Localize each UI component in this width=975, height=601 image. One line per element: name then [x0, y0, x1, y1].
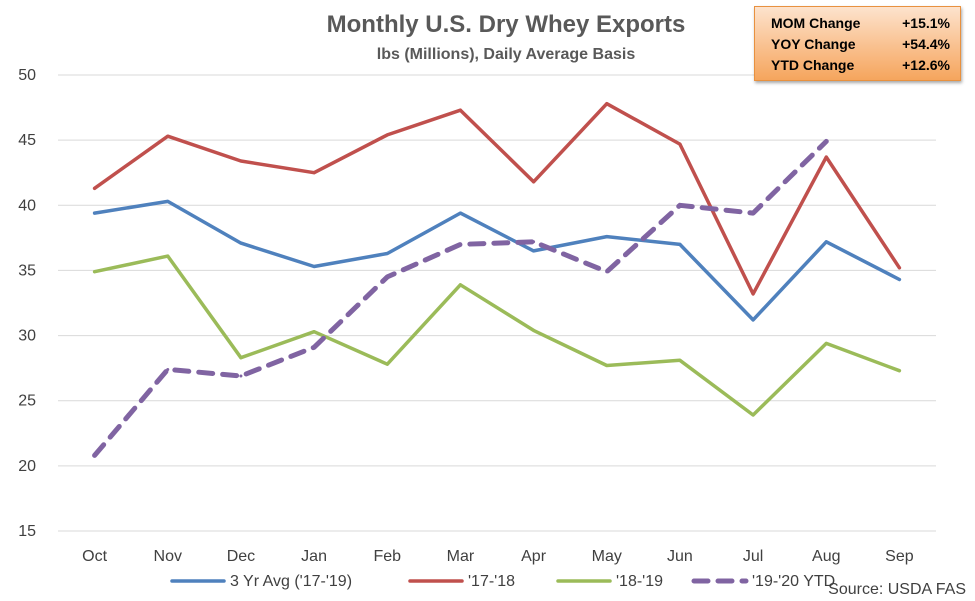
source-note: Source: USDA FAS: [828, 581, 966, 598]
data-point: [166, 199, 170, 203]
data-point: [824, 139, 828, 143]
data-point: [93, 270, 97, 274]
data-point: [166, 367, 170, 371]
data-point: [824, 155, 828, 159]
y-tick-label: 30: [18, 328, 36, 345]
x-tick-label: Nov: [154, 548, 182, 565]
x-tick-label: Mar: [447, 548, 475, 565]
data-point: [385, 362, 389, 366]
data-point: [93, 453, 97, 457]
data-point: [678, 358, 682, 362]
data-point: [532, 180, 536, 184]
data-point: [166, 134, 170, 138]
x-tick-label: Jun: [667, 548, 693, 565]
data-point: [532, 240, 536, 244]
data-point: [312, 330, 316, 334]
series-line: [92, 101, 902, 296]
y-tick-label: 25: [18, 393, 36, 410]
x-tick-label: Apr: [521, 548, 547, 565]
series-lines: [92, 101, 902, 458]
data-point: [824, 341, 828, 345]
x-tick-label: Sep: [885, 548, 914, 565]
stats-value: +54.4%: [902, 36, 950, 52]
data-point: [751, 292, 755, 296]
data-point: [458, 108, 462, 112]
legend-label: '18-'19: [616, 573, 663, 590]
data-point: [605, 364, 609, 368]
data-point: [532, 328, 536, 332]
data-point: [458, 242, 462, 246]
series-line: [92, 138, 829, 458]
data-point: [678, 242, 682, 246]
data-point: [458, 211, 462, 215]
stats-label: YTD Change: [771, 57, 855, 73]
gridlines: [58, 74, 936, 532]
y-tick-label: 50: [18, 67, 36, 84]
legend-label: '17-'18: [468, 573, 515, 590]
y-tick-label: 45: [18, 132, 36, 149]
stats-box: MOM Change +15.1% YOY Change +54.4% YTD …: [754, 6, 961, 81]
chart-title: Monthly U.S. Dry Whey Exports: [327, 11, 686, 38]
data-point: [312, 265, 316, 269]
y-tick-label: 40: [18, 197, 36, 214]
data-point: [239, 356, 243, 360]
stats-row-yoy: YOY Change +54.4%: [771, 34, 950, 55]
data-point: [897, 369, 901, 373]
data-point: [458, 283, 462, 287]
data-point: [312, 345, 316, 349]
x-tick-label: Feb: [373, 548, 401, 565]
data-point: [385, 275, 389, 279]
chart-subtitle: lbs (Millions), Daily Average Basis: [377, 46, 636, 63]
legend-label: '19-'20 YTD: [752, 573, 835, 590]
x-axis-ticks: Oct Nov Dec Jan Feb Mar Apr May Jun Jul Aug Sep: [82, 548, 914, 565]
data-point: [897, 266, 901, 270]
data-point: [239, 159, 243, 163]
data-point: [824, 240, 828, 244]
stats-row-mom: MOM Change +15.1%: [771, 13, 950, 34]
legend-label: 3 Yr Avg ('17-'19): [230, 573, 352, 590]
y-tick-label: 15: [18, 523, 36, 540]
data-point: [751, 211, 755, 215]
stats-value: +12.6%: [902, 57, 950, 73]
data-point: [532, 249, 536, 253]
data-point: [678, 203, 682, 207]
data-point: [166, 254, 170, 258]
x-tick-label: Jan: [301, 548, 327, 565]
series-line: [92, 254, 902, 417]
series-line: [92, 199, 902, 322]
data-point: [239, 241, 243, 245]
x-tick-label: Dec: [227, 548, 255, 565]
legend: 3 Yr Avg ('17-'19) '17-'18 '18-'19 '19-'20 …: [170, 573, 835, 590]
data-point: [605, 235, 609, 239]
data-point: [751, 318, 755, 322]
data-point: [312, 171, 316, 175]
data-point: [239, 374, 243, 378]
data-point: [678, 142, 682, 146]
stats-label: MOM Change: [771, 15, 861, 31]
x-tick-label: May: [592, 548, 622, 565]
y-tick-label: 35: [18, 262, 36, 279]
data-point: [385, 133, 389, 137]
data-point: [93, 186, 97, 190]
data-point: [385, 251, 389, 255]
x-tick-label: Oct: [82, 548, 107, 565]
data-point: [93, 211, 97, 215]
stats-label: YOY Change: [771, 36, 856, 52]
x-tick-label: Aug: [812, 548, 840, 565]
y-tick-label: 20: [18, 458, 36, 475]
y-axis-ticks: 15 20 25 30 35 40 45 50: [18, 67, 36, 540]
x-tick-label: Jul: [743, 548, 763, 565]
stats-value: +15.1%: [902, 15, 950, 31]
stats-row-ytd: YTD Change +12.6%: [771, 55, 950, 76]
data-point: [605, 102, 609, 106]
data-point: [751, 413, 755, 417]
data-point: [605, 270, 609, 274]
data-point: [897, 278, 901, 282]
